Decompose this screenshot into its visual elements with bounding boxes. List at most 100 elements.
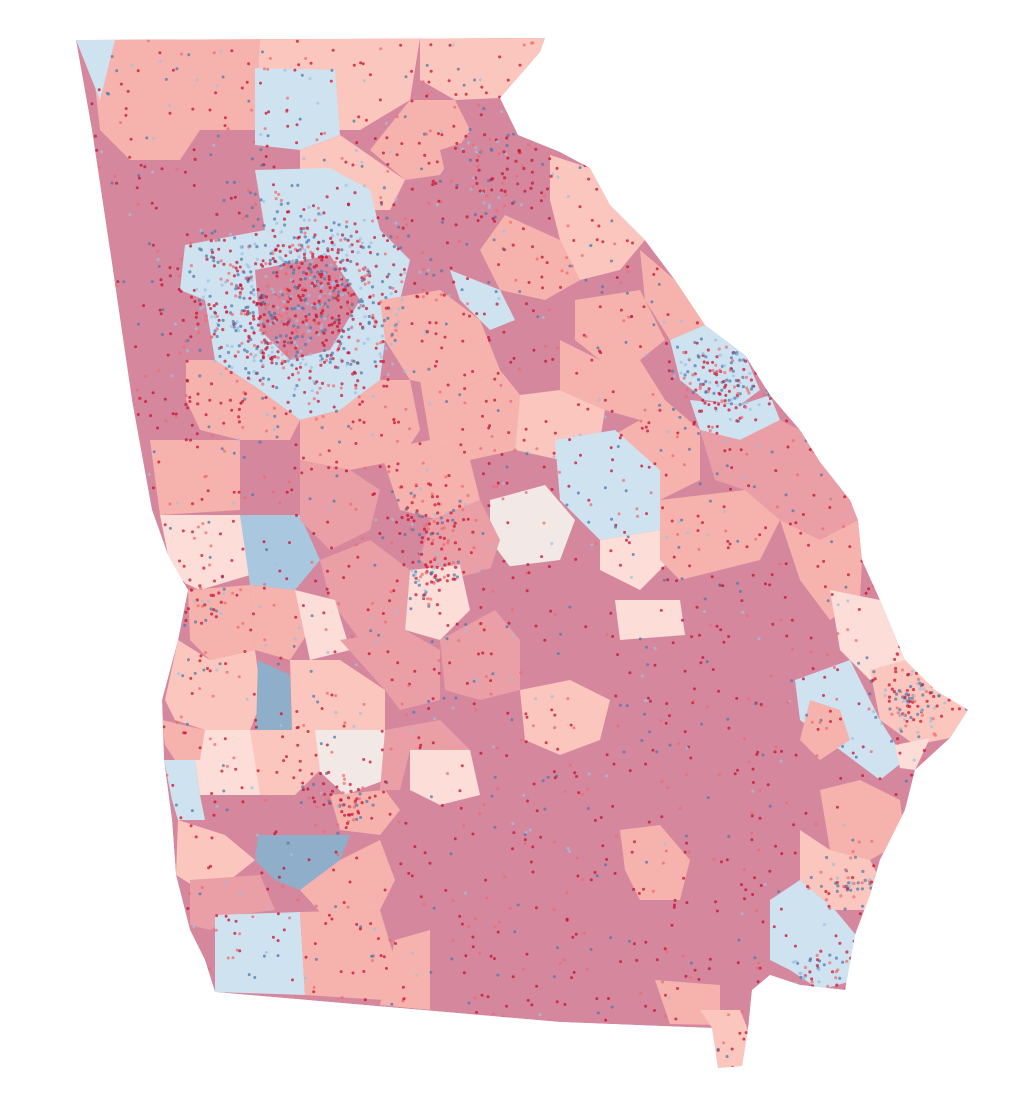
voter-dot — [526, 799, 529, 803]
voter-dot — [326, 520, 330, 524]
voter-dot — [756, 848, 760, 852]
voter-dot — [215, 334, 219, 339]
voter-dot — [371, 394, 375, 398]
voter-dot — [457, 639, 461, 643]
voter-dot — [828, 961, 832, 965]
voter-dot — [192, 274, 196, 278]
voter-dot — [103, 740, 107, 744]
voter-dot — [82, 447, 86, 451]
voter-dot — [926, 964, 930, 968]
voter-dot — [601, 78, 605, 82]
voter-dot — [239, 283, 243, 288]
voter-dot — [546, 775, 550, 779]
voter-dot — [300, 261, 304, 266]
voter-dot — [413, 572, 417, 576]
voter-dot — [685, 901, 689, 905]
voter-dot — [768, 397, 772, 400]
voter-dot — [356, 339, 360, 343]
voter-dot — [427, 602, 431, 606]
voter-dot — [326, 249, 330, 253]
voter-dot — [919, 833, 923, 837]
voter-dot — [912, 758, 916, 762]
voter-dot — [115, 181, 119, 185]
voter-dot — [286, 261, 291, 265]
voter-dot — [444, 475, 448, 479]
voter-dot — [949, 638, 953, 642]
voter-dot — [642, 887, 645, 891]
voter-dot — [951, 599, 955, 603]
voter-dot — [274, 197, 278, 201]
voter-dot — [492, 1012, 496, 1016]
voter-dot — [185, 359, 189, 363]
voter-dot — [770, 450, 774, 454]
voter-dot — [629, 315, 633, 319]
voter-dot — [738, 92, 742, 96]
voter-dot — [151, 1012, 155, 1016]
voter-dot — [354, 507, 358, 511]
voter-dot — [540, 191, 544, 195]
voter-dot — [323, 328, 327, 332]
voter-dot — [279, 230, 283, 234]
voter-dot — [101, 667, 105, 671]
voter-dot — [518, 63, 522, 67]
voter-dot — [904, 58, 908, 62]
voter-dot — [336, 298, 340, 302]
voter-dot — [616, 653, 620, 657]
voter-dot — [846, 887, 850, 891]
voter-dot — [844, 156, 848, 160]
voter-dot — [451, 43, 455, 47]
voter-dot — [254, 353, 258, 357]
voter-dot — [116, 525, 120, 529]
voter-dot — [110, 55, 114, 58]
voter-dot — [727, 408, 731, 412]
voter-dot — [473, 996, 477, 1000]
voter-dot — [342, 777, 347, 781]
voter-dot — [935, 981, 938, 985]
voter-dot — [347, 351, 351, 355]
voter-dot — [610, 183, 614, 187]
voter-dot — [173, 988, 177, 991]
voter-dot — [812, 169, 816, 172]
voter-dot — [774, 469, 778, 473]
voter-dot — [213, 579, 216, 583]
voter-dot — [302, 456, 305, 460]
voter-dot — [683, 850, 687, 854]
voter-dot — [163, 397, 167, 401]
voter-dot — [698, 482, 702, 486]
voter-dot — [739, 448, 743, 452]
voter-dot — [392, 203, 396, 207]
voter-dot — [570, 264, 574, 268]
voter-dot — [830, 111, 834, 115]
voter-dot — [885, 969, 889, 972]
voter-dot — [419, 487, 423, 491]
voter-dot — [496, 371, 500, 375]
voter-dot — [465, 215, 469, 219]
voter-dot — [753, 221, 757, 225]
voter-dot — [624, 340, 628, 344]
voter-dot — [264, 644, 268, 647]
voter-dot — [154, 206, 158, 210]
voter-dot — [386, 378, 390, 382]
voter-dot — [453, 565, 458, 569]
voter-dot — [434, 181, 438, 185]
voter-dot — [185, 379, 189, 383]
voter-dot — [683, 730, 687, 734]
voter-dot — [825, 855, 829, 860]
voter-dot — [208, 563, 212, 567]
voter-dot — [386, 373, 391, 377]
voter-dot — [119, 374, 123, 378]
voter-dot — [683, 373, 687, 377]
voter-dot — [673, 903, 676, 907]
voter-dot — [870, 897, 874, 901]
voter-dot — [747, 1022, 751, 1025]
voter-dot — [931, 411, 935, 415]
voter-dot — [275, 386, 279, 390]
voter-dot — [574, 557, 578, 561]
voter-dot — [219, 49, 223, 53]
voter-dot — [954, 988, 958, 992]
voter-dot — [751, 789, 755, 793]
voter-dot — [658, 403, 662, 407]
voter-dot — [619, 133, 623, 137]
voter-dot — [347, 293, 351, 297]
voter-dot — [787, 141, 791, 145]
